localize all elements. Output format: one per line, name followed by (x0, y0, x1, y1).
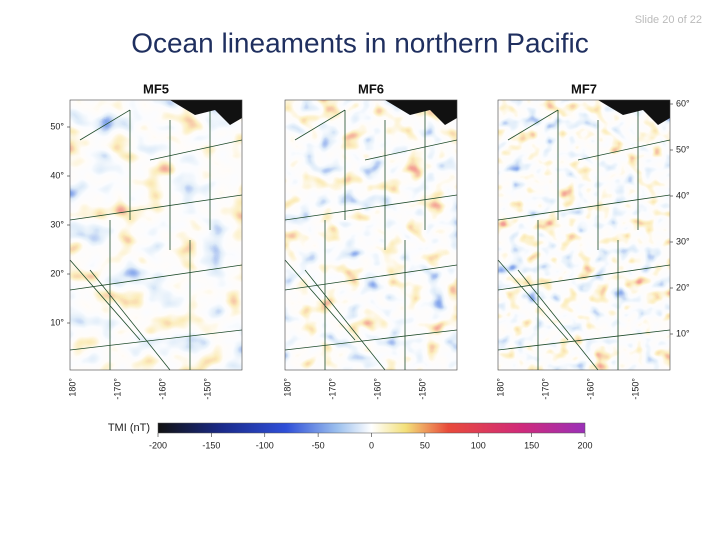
lon-label: -150° (202, 378, 212, 400)
lat-label: 10° (50, 317, 64, 327)
lon-label: -150° (630, 378, 640, 400)
lineaments (497, 109, 671, 371)
lat-label: 50° (50, 121, 64, 131)
lon-label: 180° (282, 378, 292, 397)
panel-frame (284, 99, 458, 371)
colorbar (157, 422, 586, 434)
lon-label: -170° (540, 378, 550, 400)
panel-title: MF7 (571, 81, 597, 96)
map-panel (285, 100, 457, 370)
colorbar-tick-label: -150 (202, 440, 220, 450)
lat-label: 50° (676, 144, 690, 154)
panel-frame (69, 99, 243, 371)
colorbar-tick-label: -100 (256, 440, 274, 450)
lon-label: -150° (417, 378, 427, 400)
lineaments (284, 109, 458, 371)
slide-title: Ocean lineaments in northern Pacific (131, 27, 589, 58)
lat-label: 20° (676, 282, 690, 292)
map-panel (70, 100, 242, 370)
lat-label: 60° (676, 98, 690, 108)
lat-label: 40° (50, 170, 64, 180)
colorbar-tick-label: 150 (524, 440, 539, 450)
colorbar-tick-label: 200 (577, 440, 592, 450)
coastline (598, 100, 670, 125)
lat-label: 20° (50, 268, 64, 278)
colorbar-tick-label: 0 (369, 440, 374, 450)
panel-title: MF5 (143, 81, 169, 96)
coastline (170, 100, 242, 125)
slide-number: Slide 20 of 22 (635, 14, 702, 26)
lon-label: -170° (327, 378, 337, 400)
lon-label: 180° (495, 378, 505, 397)
lat-label: 40° (676, 190, 690, 200)
colorbar-tick-label: 100 (471, 440, 486, 450)
lon-label: -160° (585, 378, 595, 400)
lon-label: 180° (67, 378, 77, 397)
lat-label: 30° (676, 236, 690, 246)
lon-label: -160° (157, 378, 167, 400)
colorbar-tick-label: 50 (420, 440, 430, 450)
colorbar-tick-label: -200 (149, 440, 167, 450)
lat-label: 10° (676, 328, 690, 338)
lon-label: -160° (372, 378, 382, 400)
panel-frame (497, 99, 671, 371)
colorbar-tick-label: -50 (312, 440, 325, 450)
colorbar-label: TMI (nT) (108, 422, 150, 434)
panel-title: MF6 (358, 81, 384, 96)
lon-label: -170° (112, 378, 122, 400)
coastline (385, 100, 457, 125)
map-panel (498, 100, 670, 370)
lat-label: 30° (50, 219, 64, 229)
lineaments (69, 109, 243, 371)
